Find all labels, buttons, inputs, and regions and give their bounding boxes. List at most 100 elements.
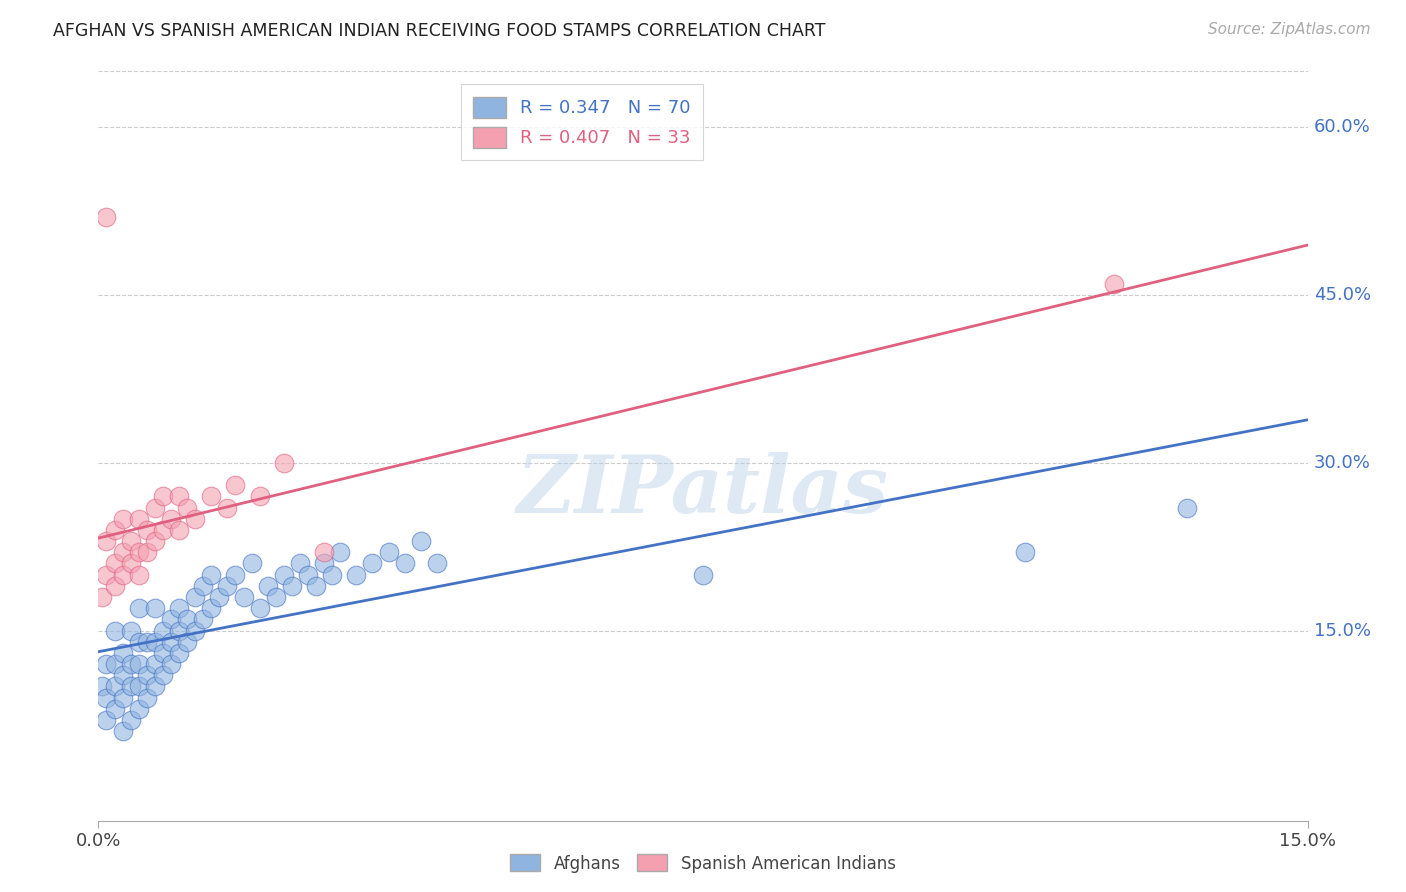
Point	[167, 646, 190, 660]
Point	[96, 657, 118, 671]
Text: 60.0%: 60.0%	[1313, 119, 1371, 136]
Point	[135, 523, 157, 537]
Point	[143, 601, 166, 615]
Point	[193, 579, 215, 593]
Point	[167, 624, 190, 638]
Point	[103, 523, 125, 537]
Legend: Afghans, Spanish American Indians: Afghans, Spanish American Indians	[503, 847, 903, 880]
Point	[224, 478, 246, 492]
Point	[103, 680, 125, 694]
Point	[176, 500, 198, 515]
Point	[314, 557, 336, 571]
Point	[96, 567, 118, 582]
Point	[200, 567, 222, 582]
Point	[143, 657, 166, 671]
Point	[111, 668, 134, 682]
Point	[120, 624, 142, 638]
Point	[120, 713, 142, 727]
Point	[273, 567, 295, 582]
Point	[160, 511, 183, 525]
Point	[344, 567, 367, 582]
Point	[193, 612, 215, 626]
Legend: R = 0.347   N = 70, R = 0.407   N = 33: R = 0.347 N = 70, R = 0.407 N = 33	[461, 84, 703, 161]
Point	[128, 680, 150, 694]
Point	[394, 557, 416, 571]
Point	[167, 523, 190, 537]
Point	[1102, 277, 1125, 291]
Point	[120, 657, 142, 671]
Point	[103, 657, 125, 671]
Point	[96, 534, 118, 549]
Point	[152, 668, 174, 682]
Point	[297, 567, 319, 582]
Point	[152, 624, 174, 638]
Point	[184, 624, 207, 638]
Point	[143, 680, 166, 694]
Point	[167, 601, 190, 615]
Point	[91, 680, 114, 694]
Point	[314, 545, 336, 559]
Text: AFGHAN VS SPANISH AMERICAN INDIAN RECEIVING FOOD STAMPS CORRELATION CHART: AFGHAN VS SPANISH AMERICAN INDIAN RECEIV…	[53, 22, 825, 40]
Point	[103, 557, 125, 571]
Point	[103, 579, 125, 593]
Point	[135, 668, 157, 682]
Point	[111, 511, 134, 525]
Point	[96, 210, 118, 224]
Point	[184, 511, 207, 525]
Point	[200, 601, 222, 615]
Point	[184, 590, 207, 604]
Point	[249, 601, 271, 615]
Point	[224, 567, 246, 582]
Text: 30.0%: 30.0%	[1313, 454, 1371, 472]
Point	[111, 646, 134, 660]
Point	[103, 702, 125, 716]
Text: ZIPatlas: ZIPatlas	[517, 452, 889, 530]
Point	[143, 634, 166, 648]
Point	[103, 624, 125, 638]
Point	[217, 579, 239, 593]
Point	[128, 657, 150, 671]
Point	[273, 456, 295, 470]
Point	[143, 534, 166, 549]
Point	[217, 500, 239, 515]
Point	[143, 500, 166, 515]
Point	[91, 590, 114, 604]
Point	[167, 489, 190, 503]
Point	[232, 590, 254, 604]
Point	[160, 657, 183, 671]
Point	[111, 724, 134, 739]
Point	[281, 579, 304, 593]
Point	[128, 634, 150, 648]
Text: 15.0%: 15.0%	[1313, 622, 1371, 640]
Point	[135, 690, 157, 705]
Point	[111, 690, 134, 705]
Point	[128, 511, 150, 525]
Point	[361, 557, 384, 571]
Point	[111, 567, 134, 582]
Point	[128, 567, 150, 582]
Point	[120, 680, 142, 694]
Point	[120, 534, 142, 549]
Point	[288, 557, 311, 571]
Text: 45.0%: 45.0%	[1313, 286, 1371, 304]
Point	[426, 557, 449, 571]
Point	[176, 612, 198, 626]
Point	[321, 567, 343, 582]
Point	[152, 489, 174, 503]
Point	[377, 545, 399, 559]
Point	[240, 557, 263, 571]
Point	[409, 534, 432, 549]
Point	[111, 545, 134, 559]
Text: Source: ZipAtlas.com: Source: ZipAtlas.com	[1208, 22, 1371, 37]
Point	[305, 579, 328, 593]
Point	[200, 489, 222, 503]
Point	[128, 601, 150, 615]
Point	[160, 612, 183, 626]
Point	[208, 590, 231, 604]
Point	[96, 713, 118, 727]
Point	[135, 545, 157, 559]
Point	[1175, 500, 1198, 515]
Point	[249, 489, 271, 503]
Point	[329, 545, 352, 559]
Point	[120, 557, 142, 571]
